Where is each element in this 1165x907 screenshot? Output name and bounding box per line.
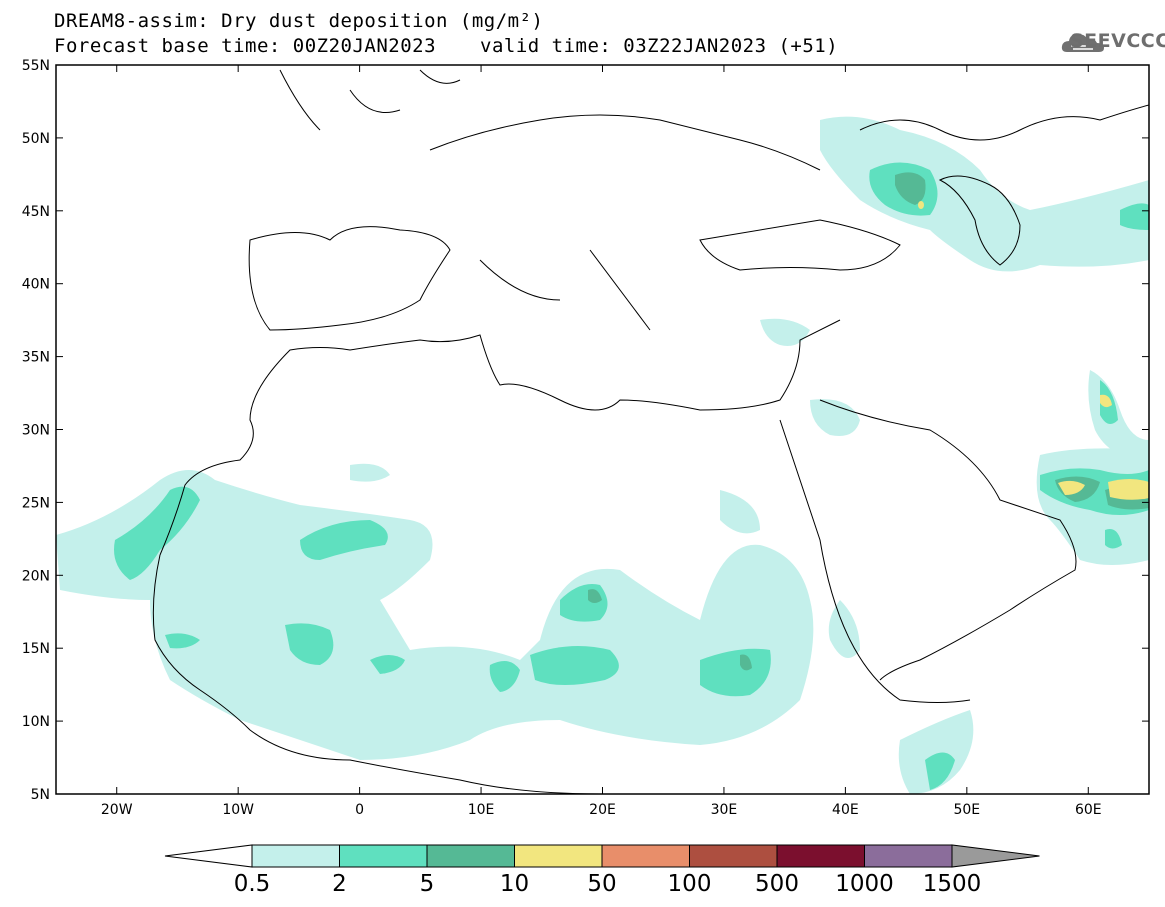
- colorbar-level-label: 100: [668, 871, 712, 897]
- colorbar-level-label: 1000: [835, 871, 894, 897]
- chart-title: DREAM8-assim: Dry dust deposition (mg/m²…: [54, 10, 544, 32]
- colorbar-swatch: [339, 844, 428, 868]
- lon-tick-label: 20E: [589, 802, 616, 818]
- cloud-icon: [1061, 34, 1104, 52]
- lon-tick-label: 10E: [468, 802, 495, 818]
- colorbar-level-label: 50: [587, 871, 616, 897]
- colorbar-swatch: [689, 844, 778, 868]
- longitude-axis: 20W 10W 0 10E 20E 30E 40E 50E 60E: [101, 65, 1102, 818]
- forecast-base-time: Forecast base time: 00Z20JAN2023: [54, 35, 437, 57]
- colorbar-level-label: 5: [420, 871, 435, 897]
- colorbar-swatch: [251, 844, 340, 868]
- colorbar-swatch: [514, 844, 603, 868]
- lon-tick-label: 50E: [953, 802, 980, 818]
- lat-tick-label: 40N: [22, 277, 50, 293]
- lat-tick-label: 45N: [22, 204, 50, 220]
- lat-tick-label: 25N: [22, 495, 50, 511]
- lon-tick-label: 10W: [222, 802, 254, 818]
- lat-tick-label: 20N: [22, 568, 50, 584]
- valid-time: valid time: 03Z22JAN2023 (+51): [480, 35, 839, 57]
- lat-tick-label: 10N: [22, 714, 50, 730]
- lat-tick-label: 30N: [22, 423, 50, 439]
- lat-tick-label: 35N: [22, 350, 50, 366]
- lon-tick-label: 30E: [711, 802, 738, 818]
- lat-tick-label: 5N: [31, 787, 50, 803]
- colorbar-level-label: 10: [500, 871, 529, 897]
- coastlines: [152, 69, 1149, 794]
- latitude-axis: 55N 50N 45N 40N 35N 30N 25N 20N 15N 10N 5N: [22, 58, 1149, 803]
- colorbar-swatch: [426, 844, 515, 868]
- lat-tick-label: 15N: [22, 641, 50, 657]
- logo-text: SEEVCCC: [1070, 30, 1165, 52]
- colorbar-swatch: [776, 844, 865, 868]
- colorbar-right-arrow: [951, 844, 1040, 868]
- lon-tick-label: 0: [355, 802, 364, 818]
- colorbar-level-label: 0.5: [234, 871, 271, 897]
- colorbar-level-label: 2: [332, 871, 347, 897]
- lon-tick-label: 20W: [101, 802, 133, 818]
- lat-tick-label: 55N: [22, 58, 50, 74]
- colorbar: 0.5 2 5 10 50 100 500 1000 1500: [164, 844, 1040, 897]
- colorbar-swatch: [601, 844, 690, 868]
- colorbar-swatch: [864, 844, 953, 868]
- colorbar-level-label: 1500: [923, 871, 982, 897]
- lat-tick-label: 50N: [22, 131, 50, 147]
- lon-tick-label: 40E: [832, 802, 859, 818]
- lon-tick-label: 60E: [1075, 802, 1102, 818]
- colorbar-left-arrow: [164, 844, 253, 868]
- dust-deposition-field: [56, 116, 1149, 794]
- colorbar-level-label: 500: [755, 871, 799, 897]
